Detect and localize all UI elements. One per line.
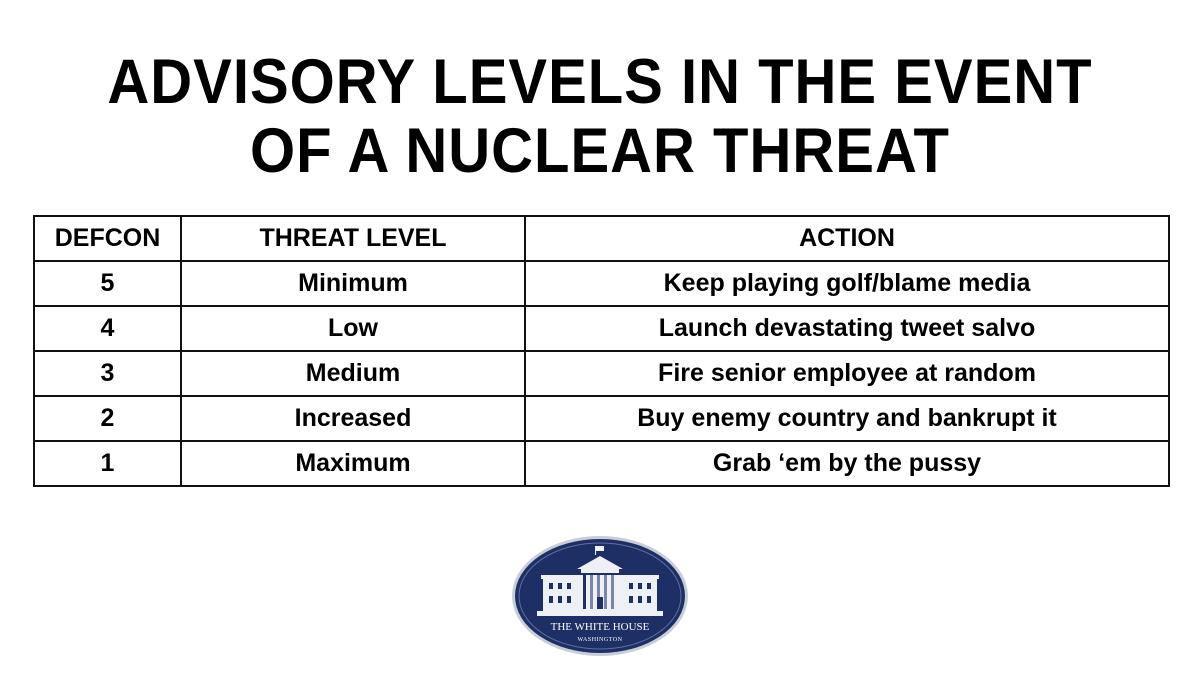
defcon-cell: 2	[33, 395, 182, 442]
table-row: 4 Low Launch devastating tweet salvo	[33, 305, 1170, 352]
table-row: 1 Maximum Grab ‘em by the pussy	[33, 440, 1170, 487]
header-defcon: DEFCON	[33, 215, 182, 262]
defcon-cell: 4	[33, 305, 182, 352]
action-cell: Fire senior employee at random	[524, 350, 1170, 397]
advisory-table: DEFCON THREAT LEVEL ACTION 5 Minimum Kee…	[33, 215, 1170, 487]
threat-level-cell: Maximum	[180, 440, 526, 487]
table-row: 2 Increased Buy enemy country and bankru…	[33, 395, 1170, 442]
header-threat-level: THREAT LEVEL	[180, 215, 526, 262]
seal-title: THE WHITE HOUSE	[551, 621, 650, 633]
threat-level-cell: Minimum	[180, 260, 526, 307]
title-line-1: ADVISORY LEVELS IN THE EVENT	[107, 46, 1093, 118]
page-title: ADVISORY LEVELS IN THE EVENT OF A NUCLEA…	[0, 46, 1200, 187]
defcon-cell: 1	[33, 440, 182, 487]
building-details	[549, 573, 651, 609]
threat-level-cell: Increased	[180, 395, 526, 442]
action-cell: Launch devastating tweet salvo	[524, 305, 1170, 352]
seal-subtitle: WASHINGTON	[578, 637, 623, 643]
threat-level-cell: Low	[180, 305, 526, 352]
action-cell: Buy enemy country and bankrupt it	[524, 395, 1170, 442]
action-cell: Keep playing golf/blame media	[524, 260, 1170, 307]
table-row: 3 Medium Fire senior employee at random	[33, 350, 1170, 397]
defcon-cell: 3	[33, 350, 182, 397]
white-house-seal-icon: THE WHITE HOUSE WASHINGTON	[512, 536, 688, 656]
action-cell: Grab ‘em by the pussy	[524, 440, 1170, 487]
header-action: ACTION	[524, 215, 1170, 262]
threat-level-cell: Medium	[180, 350, 526, 397]
table-header-row: DEFCON THREAT LEVEL ACTION	[33, 215, 1170, 262]
defcon-cell: 5	[33, 260, 182, 307]
table-row: 5 Minimum Keep playing golf/blame media	[33, 260, 1170, 307]
title-line-2: OF A NUCLEAR THREAT	[250, 116, 950, 187]
seal-inner-ring	[518, 542, 682, 650]
